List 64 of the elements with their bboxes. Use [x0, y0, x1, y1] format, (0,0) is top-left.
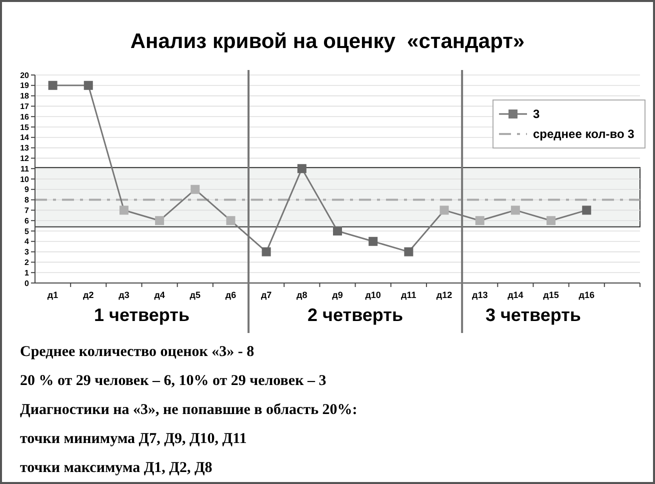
text: 1 четверть — [94, 305, 190, 325]
y-tick-label: 19 — [20, 81, 30, 90]
y-tick-label: 0 — [24, 278, 30, 288]
y-tick-label: 10 — [20, 174, 30, 184]
x-tick-label: д1 — [47, 290, 58, 300]
x-tick-label: д3 — [118, 290, 130, 300]
x-tick-label: д14 — [508, 290, 524, 300]
y-tick-label: 11 — [20, 164, 30, 174]
y-tick-label: 15 — [20, 122, 30, 132]
y-tick-label: 7 — [24, 206, 30, 215]
point — [262, 247, 271, 256]
x-tick-label: д13 — [472, 290, 488, 300]
x-tick-label: д8 — [296, 290, 308, 300]
y-tick-label: 16 — [20, 112, 30, 122]
y-tick-label: 20 — [20, 70, 30, 80]
point — [510, 206, 520, 215]
y-tick-label: 3 — [24, 248, 30, 257]
point — [48, 80, 58, 90]
x-tick-label: д6 — [225, 290, 236, 300]
y-tick-label: 9 — [24, 185, 30, 194]
y-tick-label: 12 — [20, 154, 30, 163]
x-tick-label: д9 — [332, 290, 343, 300]
point — [119, 206, 128, 215]
x-tick-label: д11 — [401, 290, 416, 300]
legend-label: среднее кол-во 3 — [533, 127, 635, 142]
point — [368, 236, 378, 246]
x-tick-label: д12 — [436, 290, 452, 300]
y-tick-label: 13 — [20, 144, 30, 153]
point — [155, 216, 164, 226]
y-tick-label: 14 — [20, 133, 30, 142]
point — [84, 80, 93, 90]
x-tick-label: д2 — [83, 290, 94, 300]
text: 3 четверть — [485, 305, 581, 325]
text: Диагностики на «3», не попавшие в область 20%: — [20, 402, 358, 418]
point — [440, 206, 449, 215]
y-tick-label: 4 — [24, 237, 30, 246]
point — [404, 247, 414, 256]
x-tick-label: д15 — [543, 290, 559, 300]
x-tick-label: д5 — [190, 290, 201, 300]
x-tick-label: д4 — [154, 290, 165, 300]
y-tick-label: 18 — [20, 92, 30, 101]
y-tick-label: 2 — [24, 258, 30, 267]
point — [333, 226, 342, 236]
x-tick-label: д7 — [260, 290, 272, 300]
point — [226, 216, 236, 226]
x-tick-label: д10 — [365, 290, 381, 300]
text: точки максимума Д1, Д2, Д8 — [20, 460, 212, 476]
y-tick-label: 1 — [24, 268, 30, 278]
chart-title: Анализ кривой на оценку «стандарт» — [130, 30, 525, 53]
text: Среднее количество оценок «3» - 8 — [20, 344, 254, 360]
point — [582, 206, 592, 215]
point — [190, 184, 200, 194]
point — [297, 164, 306, 174]
legend-label: 3 — [533, 107, 540, 122]
text: точки минимума Д7, Д9, Д10, Д11 — [20, 431, 247, 447]
text: 20 % от 29 человек – 6, 10% от 29 человек – 3 — [20, 373, 326, 389]
y-tick-label: 8 — [24, 196, 30, 205]
y-tick-label: 6 — [24, 216, 30, 226]
point — [546, 216, 556, 226]
text: 2 четверть — [308, 305, 404, 325]
x-tick-label: д16 — [578, 290, 594, 300]
point — [475, 216, 484, 226]
y-tick-label: 17 — [20, 102, 30, 111]
y-tick-label: 5 — [24, 226, 30, 236]
